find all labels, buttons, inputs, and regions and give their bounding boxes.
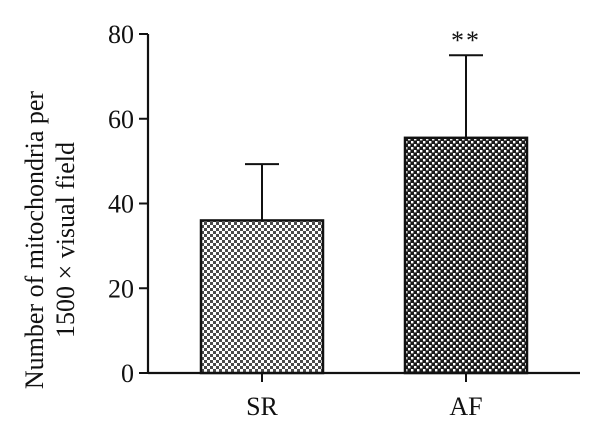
plot-area: 0 20 40 60 80 SR AF ** xyxy=(108,20,580,421)
x-tick-label-af: AF xyxy=(449,392,482,421)
y-tick-label: 80 xyxy=(108,20,134,49)
y-tick-label: 40 xyxy=(108,190,134,219)
bar-sr xyxy=(199,219,325,375)
y-axis-label-line-1: Number of mitochondria per xyxy=(20,91,49,390)
y-tick-label: 0 xyxy=(121,359,134,388)
y-axis-label: Number of mitochondria per 1500 × visual… xyxy=(20,91,80,390)
y-tick-label: 20 xyxy=(108,274,134,303)
y-axis-label-line-2: 1500 × visual field xyxy=(51,142,80,338)
bar-af xyxy=(403,136,529,375)
x-tick-label-sr: SR xyxy=(246,392,278,421)
significance-marker-af: ** xyxy=(451,26,481,55)
y-tick-label: 60 xyxy=(108,105,134,134)
